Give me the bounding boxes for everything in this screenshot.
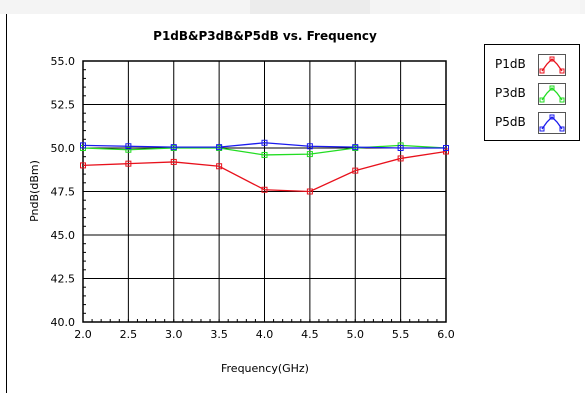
legend-swatch (538, 54, 566, 76)
x-tick-label-4: 4.0 (256, 328, 274, 341)
x-tick-label-6: 5.0 (347, 328, 365, 341)
legend-label: P5dB (495, 115, 526, 129)
x-tick-label-0: 2.0 (74, 328, 92, 341)
x-tick-label-2: 3.0 (165, 328, 183, 341)
x-tick-label-7: 5.5 (392, 328, 410, 341)
legend-label: P3dB (495, 86, 526, 100)
y-axis-label: PndB(dBm) (28, 160, 41, 222)
y-tick-label-4: 50.0 (51, 142, 76, 155)
legend-entry-P5dB: P5dB (485, 109, 581, 137)
x-axis-label: Frequency(GHz) (221, 362, 309, 375)
y-tick-label-5: 52.5 (51, 99, 76, 112)
chart-title: P1dB&P3dB&P5dB vs. Frequency (153, 29, 377, 43)
y-tick-label-3: 47.5 (51, 186, 76, 199)
legend-entry-P1dB: P1dB (485, 51, 581, 79)
y-tick-label-2: 45.0 (51, 229, 76, 242)
legend-label: P1dB (495, 57, 526, 71)
y-tick-label-1: 42.5 (51, 273, 76, 286)
y-tick-label-6: 55.0 (51, 55, 76, 68)
y-tick-label-0: 40.0 (51, 316, 76, 329)
x-tick-label-8: 6.0 (437, 328, 455, 341)
x-tick-label-5: 4.5 (301, 328, 319, 341)
legend-swatch (538, 112, 566, 134)
legend: P1dB P3dB P5dB (484, 44, 580, 141)
legend-entry-P3dB: P3dB (485, 80, 581, 108)
x-tick-label-1: 2.5 (120, 328, 138, 341)
x-tick-label-3: 3.5 (210, 328, 228, 341)
legend-swatch (538, 83, 566, 105)
